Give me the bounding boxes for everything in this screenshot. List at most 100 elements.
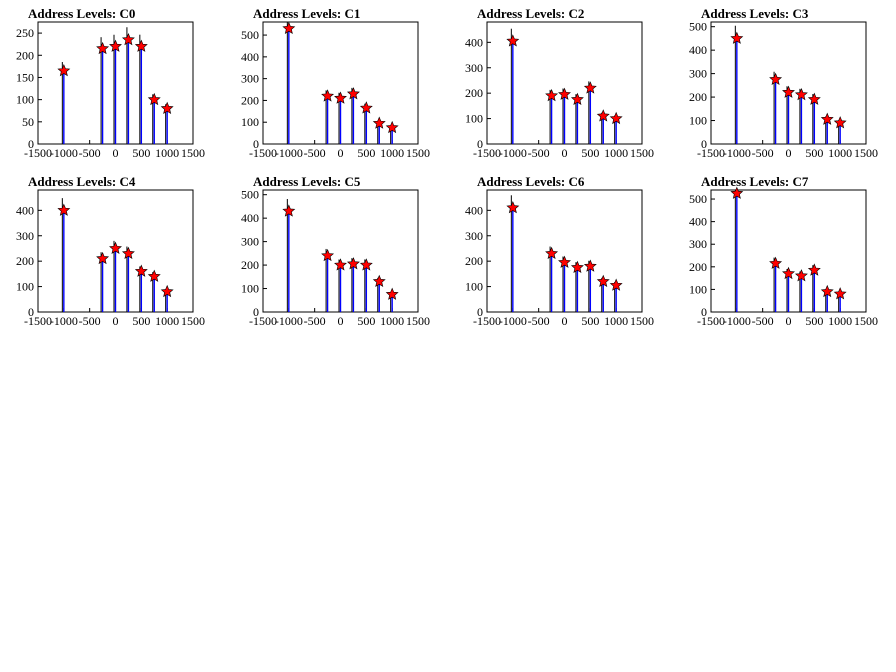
peak-star-marker xyxy=(372,116,386,129)
peak-star-marker xyxy=(334,91,347,104)
x-tick-label: -1500 xyxy=(24,314,52,328)
x-tick-label: 1500 xyxy=(406,146,430,160)
x-tick-label: -1000 xyxy=(723,146,751,160)
peak-star-marker xyxy=(545,246,559,260)
x-tick-label: 500 xyxy=(357,314,375,328)
y-tick-label: 400 xyxy=(465,35,483,49)
histogram-panel-2: Address Levels: C2 0 100 200 300 400 -1500-100… xyxy=(465,6,654,160)
y-tick-label: 500 xyxy=(241,28,259,42)
x-tick-label: -500 xyxy=(752,146,774,160)
y-tick-label: 200 xyxy=(241,93,259,107)
x-tick-label: 1500 xyxy=(406,314,430,328)
peak-star-marker xyxy=(282,204,296,217)
x-tick-label: 1500 xyxy=(630,314,654,328)
peak-star-marker xyxy=(558,255,571,268)
y-tick-label: 400 xyxy=(689,43,707,57)
y-tick-label: 150 xyxy=(16,70,34,84)
x-tick-label: 0 xyxy=(113,146,119,160)
x-tick-label: -1000 xyxy=(499,146,527,160)
x-tick-label: 0 xyxy=(562,314,568,328)
chart-title: Address Levels: C5 xyxy=(253,174,361,189)
x-tick-label: 1500 xyxy=(181,314,205,328)
y-tick-label: 0 xyxy=(253,137,259,151)
histogram-panel-1: Address Levels: C10100200300400500-1500-… xyxy=(241,6,430,160)
y-tick-label: 300 xyxy=(241,72,259,86)
x-tick-label: -500 xyxy=(528,314,550,328)
peak-star-marker xyxy=(570,92,584,106)
peak-star-marker xyxy=(730,31,744,44)
peak-star-marker xyxy=(282,21,296,35)
peak-star-marker xyxy=(820,284,834,298)
x-tick-label: -1500 xyxy=(24,146,52,160)
peak-star-marker xyxy=(372,274,386,287)
histogram-panel-7: Address Levels: C70100200300400500-1500-… xyxy=(689,174,878,328)
x-tick-label: 1000 xyxy=(380,146,404,160)
peak-star-marker xyxy=(596,109,610,122)
x-tick-label: 1000 xyxy=(604,314,628,328)
peak-star-marker xyxy=(807,263,821,276)
peak-star-marker xyxy=(558,87,571,100)
x-tick-label: 0 xyxy=(786,146,792,160)
x-tick-label: 1000 xyxy=(380,314,404,328)
histogram-panel-4: Address Levels: C4 0 100 200 300 400 -1500-100… xyxy=(16,174,205,328)
peak-star-marker xyxy=(96,41,110,55)
x-tick-label: 1500 xyxy=(181,146,205,160)
x-tick-label: -1000 xyxy=(50,314,78,328)
peak-star-marker xyxy=(147,92,161,106)
peak-star-marker xyxy=(596,274,610,287)
y-tick-label: 200 xyxy=(16,48,34,62)
x-tick-label: -1000 xyxy=(499,314,527,328)
x-tick-label: 500 xyxy=(357,146,375,160)
x-tick-label: -1000 xyxy=(275,314,303,328)
y-tick-label: 400 xyxy=(16,203,34,217)
peak-star-marker xyxy=(570,260,584,274)
y-tick-label: 300 xyxy=(465,229,483,243)
peak-star-marker xyxy=(57,64,71,77)
y-tick-label: 100 xyxy=(689,114,707,128)
x-tick-label: 1000 xyxy=(828,314,852,328)
y-tick-label: 200 xyxy=(689,90,707,104)
x-tick-label: -500 xyxy=(304,146,326,160)
peak-star-marker xyxy=(334,258,347,271)
peak-star-marker xyxy=(833,116,847,129)
x-tick-label: -500 xyxy=(79,146,101,160)
y-tick-label: 100 xyxy=(241,282,259,296)
y-tick-label: 400 xyxy=(465,203,483,217)
y-tick-label: 100 xyxy=(241,115,259,129)
x-tick-label: 1500 xyxy=(630,146,654,160)
peak-star-marker xyxy=(385,120,399,134)
peak-star-marker xyxy=(160,284,174,298)
peak-star-marker xyxy=(833,287,847,300)
y-tick-label: 200 xyxy=(465,254,483,268)
y-tick-label: 100 xyxy=(16,93,34,107)
peak-star-marker xyxy=(782,266,795,280)
peak-star-marker xyxy=(820,112,834,125)
peak-star-marker xyxy=(96,251,110,265)
x-tick-label: -1500 xyxy=(473,146,501,160)
y-tick-label: 100 xyxy=(16,280,34,294)
peak-star-marker xyxy=(321,89,335,102)
x-tick-label: -500 xyxy=(79,314,101,328)
peak-star-marker xyxy=(57,203,71,216)
peak-star-marker xyxy=(769,256,783,269)
peak-star-marker xyxy=(769,72,783,85)
y-tick-label: 0 xyxy=(28,137,34,151)
chart-title: Address Levels: C3 xyxy=(701,6,809,21)
y-tick-label: 200 xyxy=(465,86,483,100)
y-tick-label: 0 xyxy=(477,137,483,151)
y-tick-label: 500 xyxy=(241,188,259,202)
peak-star-marker xyxy=(321,248,335,262)
x-tick-label: 500 xyxy=(805,314,823,328)
y-tick-label: 500 xyxy=(689,20,707,34)
y-tick-label: 300 xyxy=(689,67,707,81)
x-tick-label: -1500 xyxy=(697,146,725,160)
x-tick-label: 1000 xyxy=(604,146,628,160)
x-tick-label: 0 xyxy=(113,314,119,328)
y-tick-label: 0 xyxy=(701,137,707,151)
y-tick-label: 300 xyxy=(689,237,707,251)
peak-star-marker xyxy=(583,81,597,94)
x-tick-label: 1000 xyxy=(155,146,179,160)
x-tick-label: -1500 xyxy=(249,314,277,328)
chart-title: Address Levels: C6 xyxy=(477,174,585,189)
peak-star-marker xyxy=(134,264,148,277)
